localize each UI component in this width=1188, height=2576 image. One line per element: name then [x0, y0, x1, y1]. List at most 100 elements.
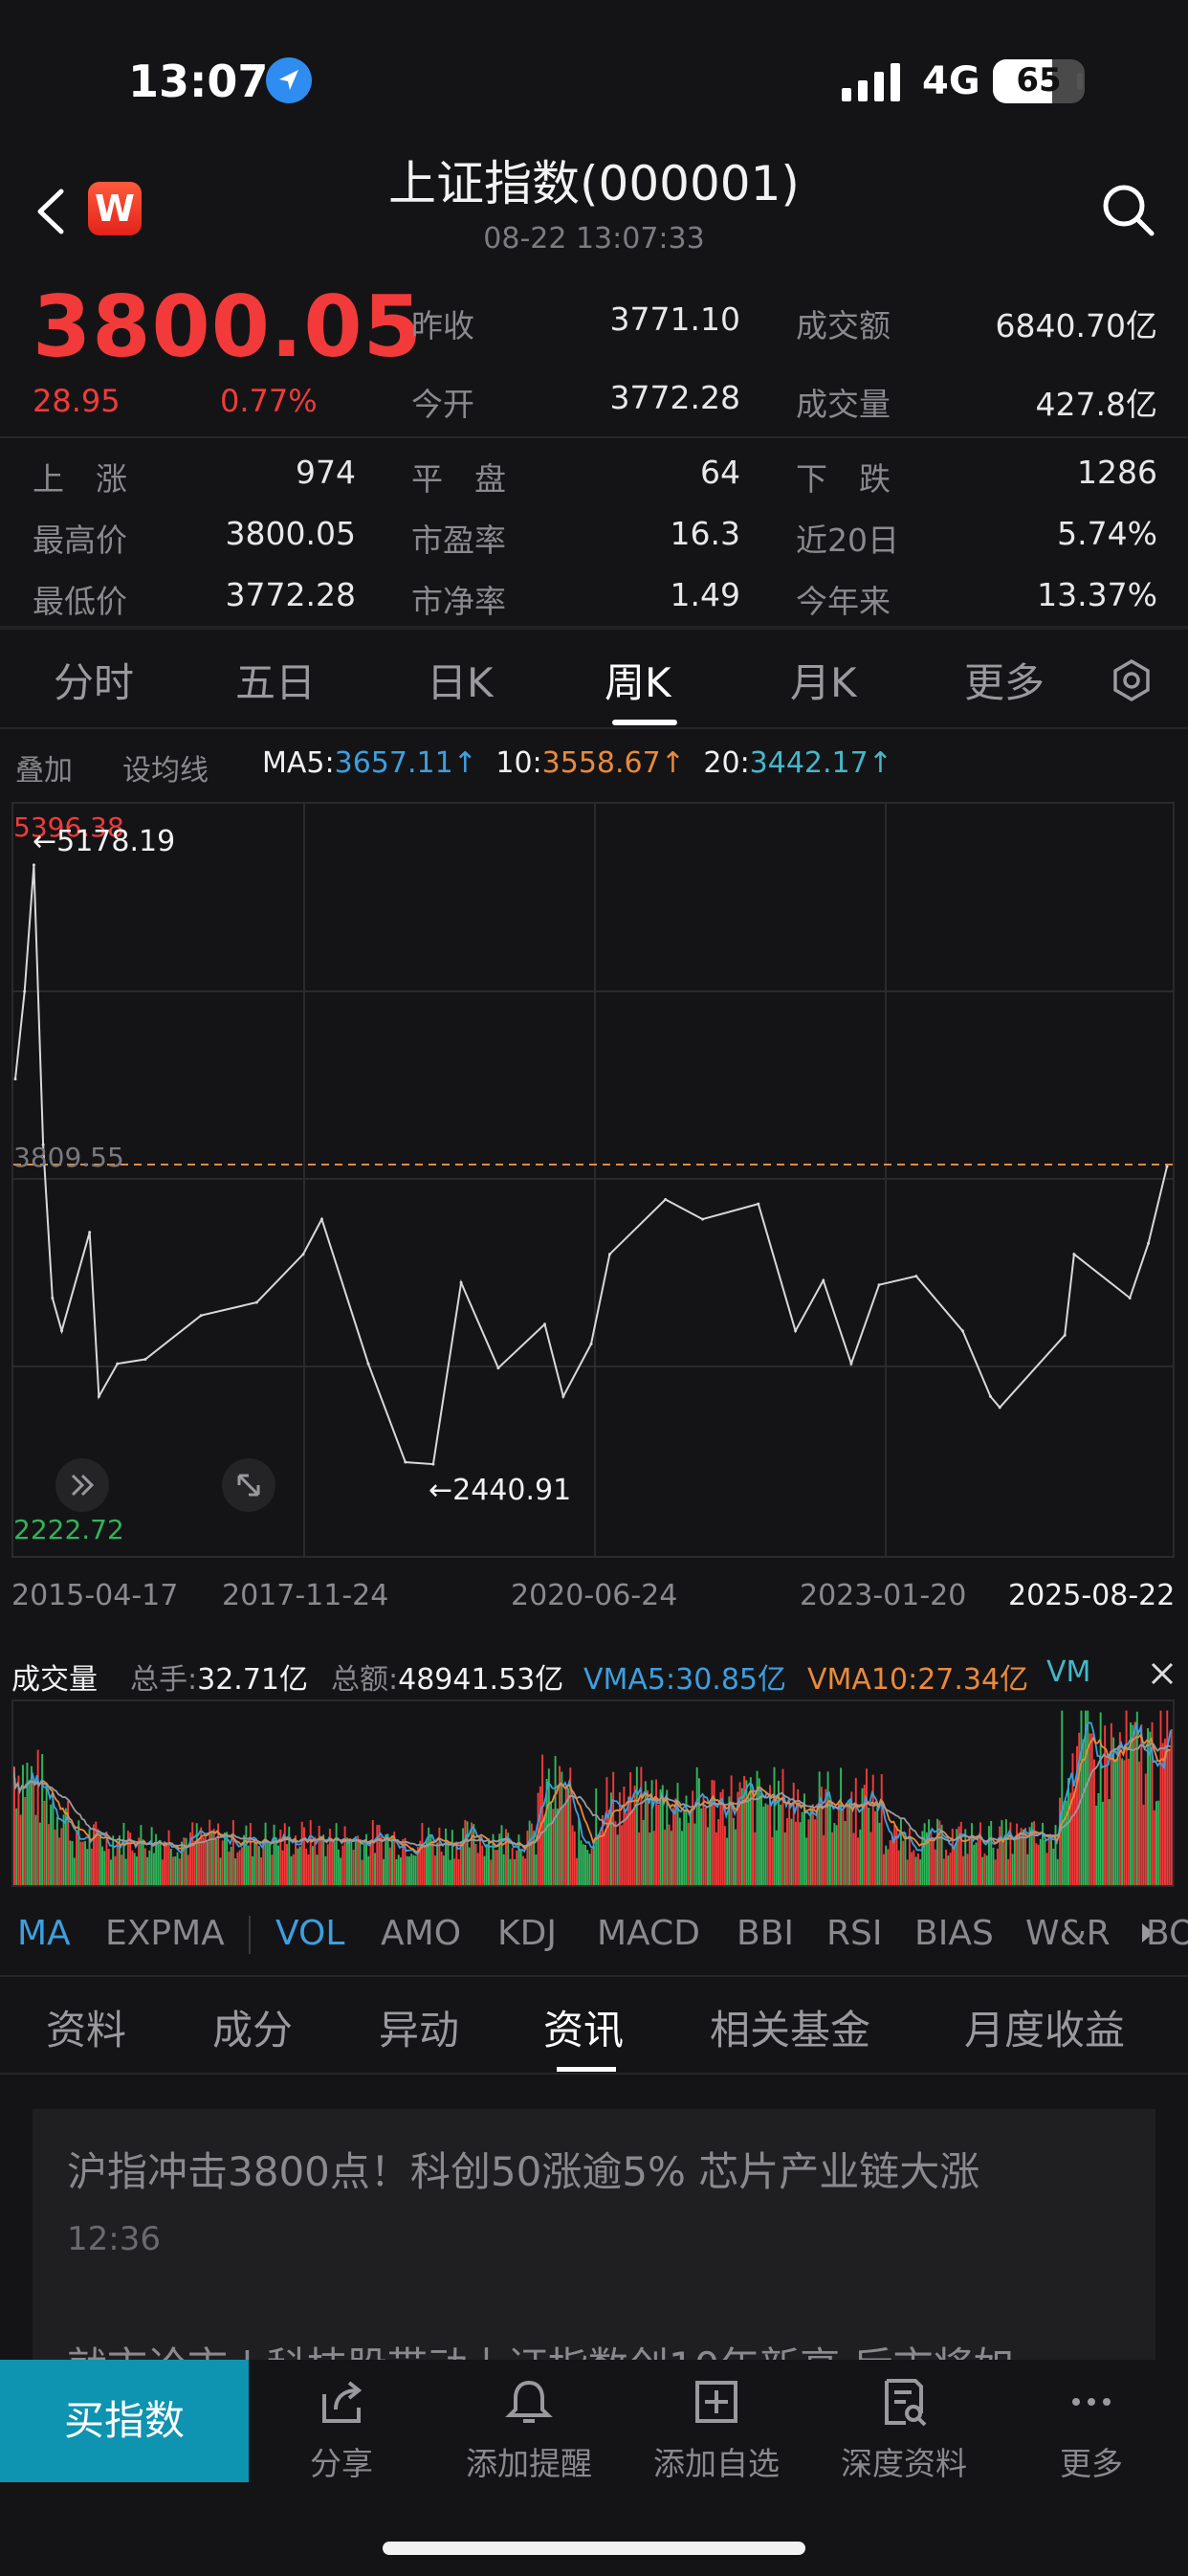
volume-bar [462, 1828, 465, 1885]
tab-intraday[interactable]: 分时 [54, 659, 135, 706]
buy-index-button[interactable]: 买指数 [0, 2360, 249, 2482]
volume-bar [530, 1823, 533, 1885]
home-indicator [383, 2542, 805, 2555]
tab-movements[interactable]: 异动 [379, 2007, 460, 2054]
volume-bar [1016, 1823, 1019, 1885]
indicator-ma[interactable]: MA [17, 1914, 71, 1953]
volume-bar [878, 1822, 881, 1885]
volume-bar [899, 1818, 902, 1885]
news-headline[interactable]: 沪指冲击3800点！科创50涨逾5% 芯片产业链大涨 [67, 2148, 980, 2195]
tab-monthly-k[interactable]: 月K [790, 659, 857, 706]
volume-bar [307, 1854, 310, 1885]
volume-bar [277, 1845, 280, 1885]
volume-bar [940, 1824, 943, 1885]
indicator-bo[interactable]: BO [1146, 1914, 1188, 1953]
depth-data-button[interactable]: 深度资料 [813, 2360, 995, 2482]
price-point [757, 1202, 760, 1206]
volume-bar [854, 1777, 857, 1885]
set-ma-button[interactable]: 设均线 [122, 754, 209, 788]
volume-bar [747, 1797, 750, 1885]
scroll-right-icon[interactable] [1140, 1921, 1155, 1948]
price-chart[interactable]: 5396.38 ←5178.19 3809.55 ←2440.91 2222.7… [11, 802, 1175, 1558]
volume-bar [605, 1777, 608, 1885]
volume-bar [868, 1808, 870, 1885]
volume-bar [887, 1849, 890, 1885]
close-icon[interactable] [1150, 1661, 1175, 1690]
divider [0, 1975, 1188, 1977]
tab-more[interactable]: 更多 [964, 659, 1045, 706]
volume-bar [200, 1827, 203, 1885]
volume-bar [981, 1856, 984, 1885]
volume-bar [913, 1850, 915, 1885]
volume-bar [365, 1833, 368, 1885]
volume-bar [1142, 1805, 1145, 1885]
volume-bar [185, 1837, 187, 1885]
back-chevron-icon[interactable] [33, 188, 71, 235]
volume-bar [923, 1823, 926, 1885]
up-count-value: 974 [296, 454, 356, 491]
price-point [589, 1342, 593, 1345]
volume-bar [1097, 1793, 1100, 1885]
indicator-rsi[interactable]: RSI [826, 1914, 883, 1953]
volume-bar [230, 1847, 232, 1885]
settings-icon[interactable] [1110, 658, 1154, 706]
indicator-wr[interactable]: W&R [1025, 1914, 1111, 1953]
indicator-expma[interactable]: EXPMA [105, 1914, 225, 1953]
volume-bar [43, 1801, 46, 1885]
indicator-vol[interactable]: VOL [275, 1914, 345, 1953]
add-square-icon [695, 2381, 737, 2423]
search-icon[interactable] [1100, 182, 1157, 239]
volume-bar [799, 1822, 802, 1885]
price-point [561, 1394, 565, 1398]
volume-bar [1024, 1828, 1027, 1885]
tab-daily-k[interactable]: 日K [427, 659, 494, 706]
volume-bar [683, 1810, 686, 1885]
expand-sidebar-icon[interactable] [55, 1458, 109, 1512]
volume-bar [528, 1820, 531, 1885]
indicator-amo[interactable]: AMO [381, 1914, 462, 1953]
tab-related-funds[interactable]: 相关基金 [710, 2007, 871, 2054]
volume-chart[interactable] [11, 1699, 1175, 1887]
volume-bar [361, 1859, 363, 1885]
share-button[interactable]: 分享 [251, 2360, 432, 2482]
volume-bar [178, 1858, 181, 1885]
tab-constituents[interactable]: 成分 [212, 2007, 294, 2054]
volume-bar [126, 1831, 129, 1885]
tab-profile[interactable]: 资料 [46, 2007, 127, 2054]
total-hands-label: 总手: [130, 1663, 198, 1697]
volume-bar [110, 1859, 112, 1885]
volume-bar [1073, 1790, 1076, 1885]
volume-bar [328, 1829, 331, 1885]
volume-bar [609, 1792, 612, 1885]
price-point [1165, 1165, 1169, 1168]
volume-bar [895, 1826, 898, 1885]
overlay-button[interactable]: 叠加 [15, 754, 73, 788]
volume-bar [474, 1844, 477, 1885]
vma5-value: VMA5:30.85亿 [583, 1663, 787, 1697]
volume-bar [385, 1834, 387, 1885]
price-point [254, 1300, 258, 1304]
add-alert-button[interactable]: 添加提醒 [438, 2360, 620, 2482]
tab-five-day[interactable]: 五日 [235, 659, 317, 706]
battery-level [993, 59, 1053, 103]
volume-bar [550, 1802, 553, 1885]
volume-bar [421, 1823, 424, 1885]
volume-bar [388, 1847, 391, 1885]
volume-bar [404, 1837, 407, 1885]
tab-news[interactable]: 资讯 [543, 2007, 625, 2054]
volume-bar [1170, 1729, 1173, 1885]
indicator-kdj[interactable]: KDJ [497, 1914, 557, 1953]
volume-bar [1056, 1858, 1059, 1885]
add-watchlist-button[interactable]: 添加自选 [626, 2360, 807, 2482]
volume-bar [657, 1804, 660, 1885]
tab-monthly-returns[interactable]: 月度收益 [964, 2007, 1126, 2054]
indicator-bias[interactable]: BIAS [914, 1914, 994, 1953]
fullscreen-icon[interactable] [222, 1458, 275, 1512]
current-line-label: 3809.55 [13, 1142, 124, 1173]
tab-weekly-k[interactable]: 周K [605, 659, 671, 706]
indicator-macd[interactable]: MACD [597, 1914, 700, 1953]
more-button[interactable]: 更多 [1001, 2360, 1182, 2482]
volume-bar [809, 1807, 812, 1885]
indicator-bbi[interactable]: BBI [737, 1914, 795, 1953]
volume-bar [876, 1805, 879, 1885]
